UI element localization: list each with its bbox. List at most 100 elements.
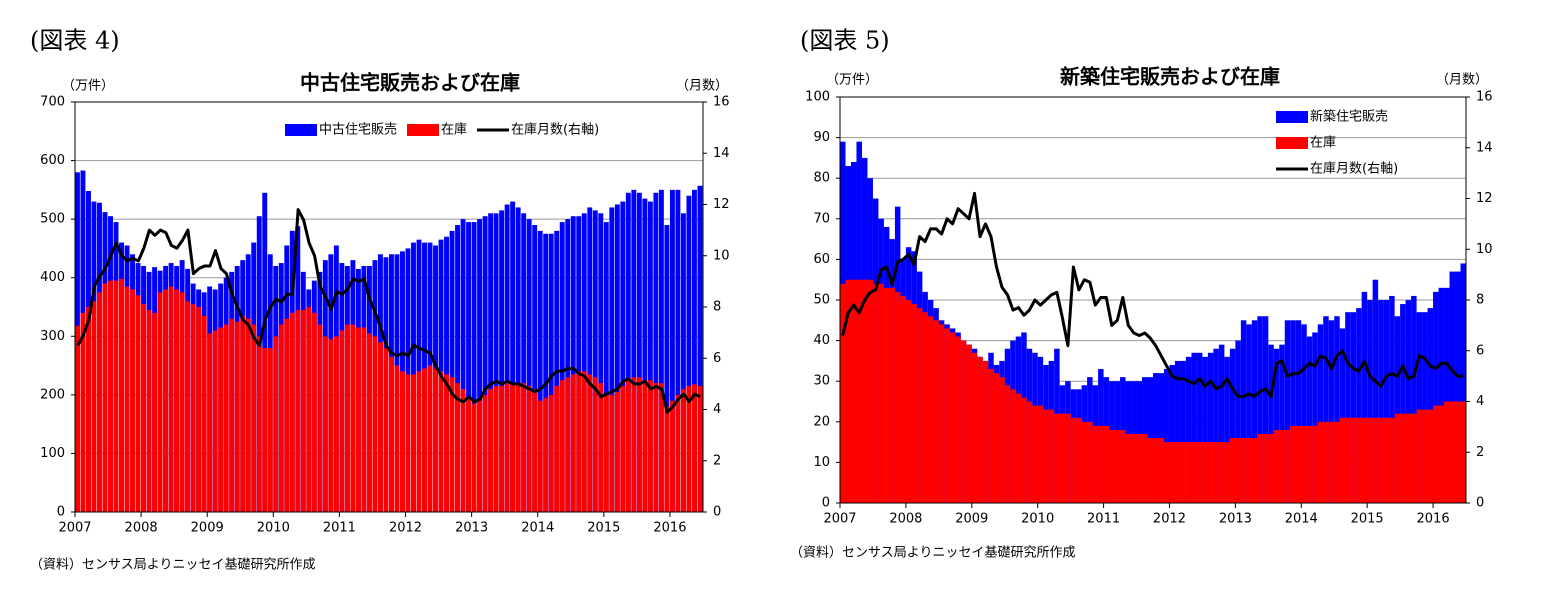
bar	[1065, 413, 1071, 503]
bar	[1416, 312, 1423, 503]
bar	[504, 383, 510, 512]
bar	[1378, 417, 1384, 503]
bar	[1394, 413, 1401, 503]
bar	[1207, 442, 1214, 503]
y-tick-label: 500	[40, 212, 65, 227]
bar	[157, 292, 163, 512]
bar	[1048, 409, 1055, 503]
bar	[977, 356, 983, 503]
bar	[504, 204, 510, 512]
bar	[658, 189, 664, 512]
bar	[1142, 433, 1148, 503]
bar	[1427, 308, 1434, 503]
bar	[449, 230, 455, 512]
y-tick-label: 60	[813, 252, 830, 267]
bar	[653, 383, 659, 512]
bar	[427, 365, 433, 512]
bar	[840, 283, 846, 503]
bar	[1312, 332, 1318, 503]
bar	[1279, 344, 1285, 503]
bar	[614, 204, 620, 512]
bar	[1218, 344, 1225, 503]
bar	[647, 201, 653, 513]
bar	[576, 216, 582, 512]
bar	[311, 312, 317, 512]
x-tick-label: 2013	[1219, 512, 1252, 527]
bar	[1284, 320, 1291, 503]
bar	[377, 342, 383, 512]
bar	[988, 369, 994, 503]
bar	[1389, 417, 1395, 503]
y2-tick-label: 4	[1476, 394, 1484, 409]
bar	[1411, 295, 1417, 503]
bar	[97, 292, 102, 512]
bar	[130, 289, 135, 512]
bar	[1169, 364, 1175, 503]
y2-tick-label: 14	[1476, 140, 1493, 155]
bar	[411, 374, 416, 512]
bar	[1460, 401, 1466, 503]
bar	[1015, 393, 1022, 503]
bar	[1317, 324, 1324, 503]
bar	[570, 374, 576, 512]
bar	[1153, 373, 1159, 503]
unit-left: （万件）	[826, 73, 878, 88]
x-tick-label: 2013	[455, 521, 488, 536]
legend-label: 在庫	[441, 123, 467, 138]
y2-tick-label: 14	[713, 146, 730, 161]
bar	[955, 336, 961, 503]
x-tick-label: 2010	[1021, 512, 1054, 527]
bar	[1361, 291, 1368, 503]
bar	[355, 327, 361, 512]
bar	[477, 219, 483, 512]
bar	[636, 377, 642, 512]
bar	[609, 207, 615, 512]
bar	[493, 213, 499, 513]
bar	[1312, 425, 1318, 503]
bar	[631, 377, 637, 512]
bar	[460, 219, 466, 512]
y-tick-label: 600	[40, 153, 65, 168]
figure-label: (図表 4)	[30, 27, 120, 55]
legend-label: 在庫	[1310, 136, 1336, 151]
bar	[438, 371, 444, 512]
bar	[543, 397, 549, 512]
bar	[559, 222, 565, 513]
bar	[1153, 438, 1159, 503]
bar	[878, 283, 884, 503]
bar	[1235, 340, 1241, 503]
bar	[405, 374, 411, 512]
bar	[119, 278, 124, 512]
bar	[592, 377, 598, 512]
bar	[1240, 438, 1247, 503]
bar	[1389, 295, 1395, 503]
bar	[1180, 442, 1186, 503]
y2-tick-label: 2	[1476, 445, 1484, 460]
bar	[455, 225, 461, 512]
bar	[664, 225, 670, 512]
y2-tick-label: 16	[713, 95, 730, 110]
bar	[196, 307, 202, 512]
bar	[1147, 438, 1153, 503]
source-note: （資料）センサス局よりニッセイ基礎研究所作成	[790, 546, 1075, 561]
bar	[1323, 316, 1329, 503]
bar	[1202, 356, 1208, 503]
x-tick-label: 2008	[125, 521, 158, 536]
bar	[278, 324, 284, 512]
bar	[883, 287, 890, 503]
bar	[1460, 263, 1466, 503]
bar	[80, 312, 86, 512]
bar	[982, 360, 989, 503]
bar	[521, 383, 527, 512]
bar	[234, 321, 240, 512]
bar	[1158, 373, 1164, 503]
bar	[570, 216, 576, 512]
bar	[163, 289, 169, 512]
bar	[416, 371, 422, 512]
x-tick-label: 2015	[1351, 512, 1384, 527]
bar	[543, 233, 549, 513]
bar	[1295, 320, 1302, 503]
bar	[455, 383, 461, 512]
bar	[1103, 425, 1110, 503]
bar	[603, 394, 609, 512]
